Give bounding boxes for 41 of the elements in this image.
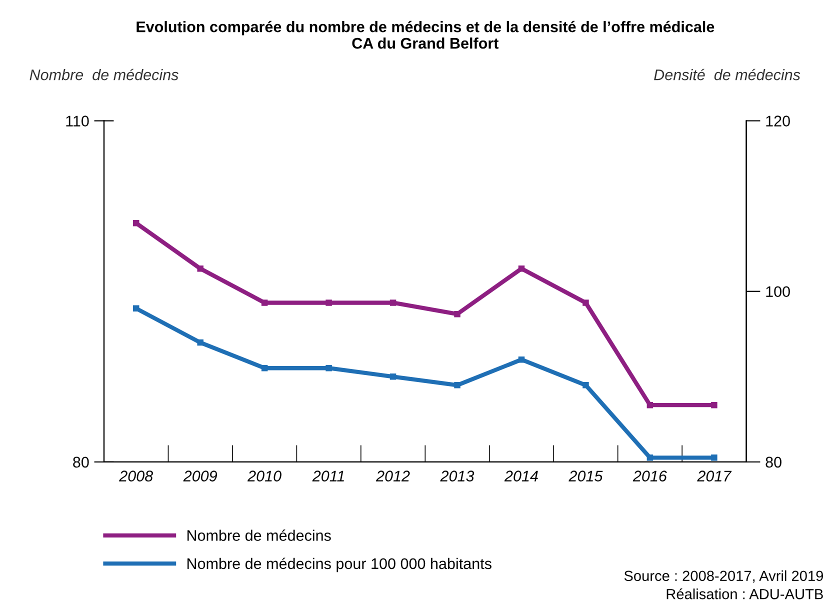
point: [582, 382, 589, 388]
y2-tick-label: 100: [766, 286, 790, 298]
point: [326, 364, 332, 372]
point: [518, 265, 525, 272]
y2-axis-title: Densité de médecins: [654, 68, 800, 80]
point: [390, 300, 396, 306]
x-tick-label: 2017: [697, 470, 732, 482]
x-tick-label: 2016: [632, 470, 667, 482]
y-tick-label: 110: [66, 116, 89, 126]
y2-tick-label: 120: [766, 116, 790, 126]
x-tick-label: 2009: [183, 470, 218, 482]
point: [711, 454, 718, 461]
point: [261, 364, 268, 372]
point: [197, 339, 204, 346]
x-tick-label: 2015: [568, 470, 603, 482]
point: [132, 220, 140, 226]
source-note: Source : 2008-2017, Avril 2019: [624, 570, 824, 583]
point: [326, 300, 332, 306]
point: [132, 305, 140, 312]
x-tick-label: 2011: [312, 470, 344, 482]
legend-label: Nombre de médecins: [187, 530, 331, 541]
point: [390, 374, 396, 380]
point: [261, 300, 268, 306]
legend-label: Nombre de médecins pour 100 000 habitants: [187, 558, 492, 572]
point: [454, 382, 460, 388]
y-axis-title: Nombre de médecins: [30, 68, 178, 80]
x-tick-label: 2014: [504, 470, 538, 482]
chart-title: Evolution comparée du nombre de médecins et de la densité de l’offre médicale CA du Grand Belfort: [136, 20, 714, 49]
point: [454, 310, 460, 318]
point: [646, 402, 654, 408]
point: [646, 454, 654, 461]
x-tick-label: 2013: [440, 470, 474, 482]
point: [711, 402, 718, 408]
x-tick-label: 2010: [247, 470, 282, 482]
point: [518, 356, 525, 363]
point: [582, 300, 589, 306]
point: [197, 265, 204, 272]
x-tick-label: 2008: [119, 470, 154, 482]
y2-tick-label: 80: [766, 456, 782, 468]
text: Réalisation : ADU-AUTB: [666, 588, 823, 600]
x-tick-label: 2012: [376, 470, 410, 482]
